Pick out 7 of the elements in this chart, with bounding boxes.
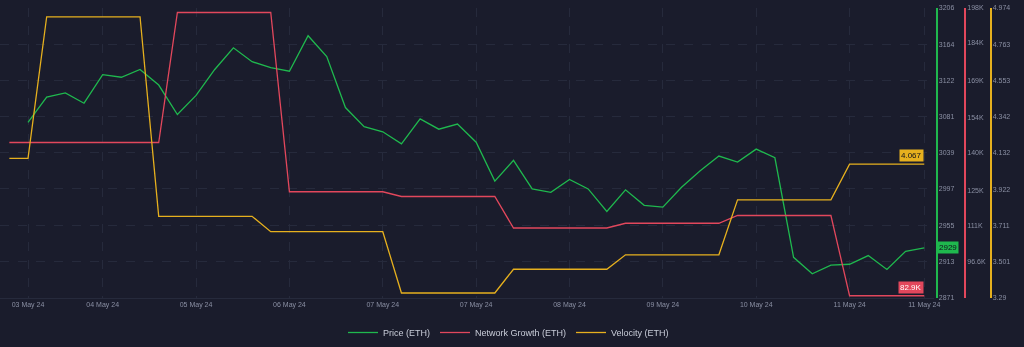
legend-label: Velocity (ETH) xyxy=(611,328,669,339)
data-label: 82.9K xyxy=(900,283,922,292)
data-label: 4.067 xyxy=(901,151,922,160)
legend-label: Price (ETH) xyxy=(383,328,430,339)
line-series xyxy=(27,35,925,275)
data-label: 2929 xyxy=(939,243,958,252)
legend-label: Network Growth (ETH) xyxy=(475,328,567,339)
